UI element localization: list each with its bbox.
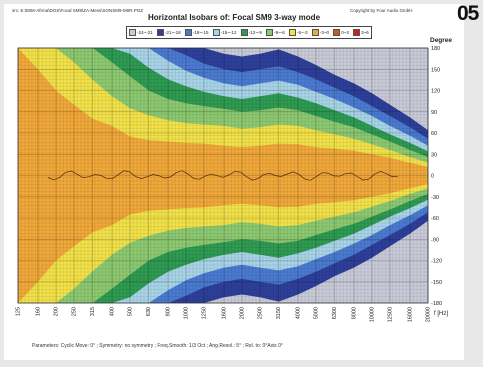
legend-swatch bbox=[129, 29, 137, 36]
y-tick-label: -30 bbox=[431, 195, 439, 201]
legend-item-9: 0~3 bbox=[333, 29, 349, 36]
y-tick-label: 0 bbox=[431, 174, 434, 180]
legend-label: 0~3 bbox=[341, 30, 349, 35]
x-tick-label: 4000 bbox=[295, 307, 301, 319]
parameters-line: Parameters: Cyclic Move: 0° ; Symmetry: … bbox=[32, 343, 283, 349]
x-tick-label: 1000 bbox=[183, 307, 189, 319]
legend-item-7: -6~-3 bbox=[288, 29, 308, 36]
page-badge: 05 bbox=[457, 2, 479, 25]
chart-title: Horizontal Isobars of: Focal SM9 3-way m… bbox=[147, 13, 321, 22]
x-tick-label: 160 bbox=[35, 307, 41, 316]
legend-swatch bbox=[157, 29, 165, 36]
x-axis-label: f [Hz] bbox=[434, 311, 448, 317]
x-tick-label: 8000 bbox=[351, 307, 357, 319]
x-tick-label: 315 bbox=[90, 307, 96, 316]
y-tick-label: -90 bbox=[431, 237, 439, 243]
y-tick-label: -120 bbox=[431, 259, 442, 265]
y-tick-label: -150 bbox=[431, 280, 442, 286]
y-axis-label: Degree bbox=[430, 37, 452, 44]
x-tick-label: 6300 bbox=[332, 307, 338, 319]
legend-label: -9~-6 bbox=[274, 30, 285, 35]
legend-label: -24~-21 bbox=[137, 30, 153, 35]
legend-item-8: -3~0 bbox=[311, 29, 329, 36]
y-tick-label: 90 bbox=[431, 110, 437, 116]
legend-label: -6~-3 bbox=[296, 30, 308, 35]
x-tick-label: 500 bbox=[127, 307, 133, 316]
legend-item-4: -15~-12 bbox=[212, 29, 237, 36]
legend-item-3: -18~-15 bbox=[184, 29, 209, 36]
y-tick-label: -60 bbox=[431, 216, 439, 222]
x-tick-label: 2500 bbox=[257, 307, 263, 319]
x-tick-label: 12500 bbox=[387, 307, 393, 322]
source-path: src: E:0808-Afrma\DOS\Focal SM9\ZA-Mess\… bbox=[12, 8, 144, 13]
x-tick-label: 3150 bbox=[276, 307, 282, 319]
legend-item-10: 3~6 bbox=[353, 29, 369, 36]
x-tick-label: 10000 bbox=[369, 307, 375, 322]
legend-swatch bbox=[333, 29, 341, 36]
legend-item-6: -9~-6 bbox=[266, 29, 285, 36]
legend-label: -3~0 bbox=[319, 30, 329, 35]
x-tick-label: 20000 bbox=[425, 307, 431, 322]
legend-swatch bbox=[240, 29, 248, 36]
x-tick-label: 125 bbox=[15, 307, 21, 316]
x-tick-label: 200 bbox=[53, 307, 59, 316]
legend-item-2: -21~-18 bbox=[157, 29, 181, 36]
center-contour-line bbox=[47, 170, 399, 181]
x-tick-label: 2000 bbox=[239, 307, 245, 319]
x-tick-label: 250 bbox=[71, 307, 77, 316]
x-tick-label: 16000 bbox=[407, 307, 413, 322]
legend-swatch bbox=[212, 29, 220, 36]
legend-label: -21~-18 bbox=[165, 30, 181, 35]
legend-label: 3~6 bbox=[361, 30, 369, 35]
x-tick-label: 1250 bbox=[201, 307, 207, 319]
chart-panel: src: E:0808-Afrma\DOS\Focal SM9\ZA-Mess\… bbox=[4, 4, 464, 360]
legend-swatch bbox=[266, 29, 274, 36]
legend-label: -18~-15 bbox=[192, 30, 209, 35]
legend-label: -15~-12 bbox=[220, 30, 237, 35]
y-tick-label: 30 bbox=[431, 152, 437, 158]
x-tick-label: 400 bbox=[109, 307, 115, 316]
isobar-region--3db bbox=[18, 48, 428, 303]
legend-label: -12~-9 bbox=[248, 30, 262, 35]
x-tick-label: 5000 bbox=[313, 307, 319, 319]
legend-swatch bbox=[184, 29, 192, 36]
plot-frame bbox=[17, 47, 429, 304]
copyright-note: Copyright by Four Audio GmbH bbox=[350, 8, 413, 13]
y-tick-label: -180 bbox=[431, 301, 442, 307]
legend: -24~-21 -21~-18 -18~-15 -15~-12 -12~-9 -… bbox=[126, 26, 372, 39]
legend-swatch bbox=[311, 29, 319, 36]
y-tick-label: 120 bbox=[431, 89, 440, 95]
y-tick-label: 180 bbox=[431, 46, 440, 52]
legend-item-5: -12~-9 bbox=[240, 29, 262, 36]
x-tick-label: 800 bbox=[165, 307, 171, 316]
legend-item-1: -24~-21 bbox=[129, 29, 153, 36]
y-tick-label: 60 bbox=[431, 131, 437, 137]
y-tick-label: 150 bbox=[431, 67, 440, 73]
legend-swatch bbox=[353, 29, 361, 36]
isobar-chart: 125 160 200 250 315 400 500 630 800 1000 1250 1600 2… bbox=[15, 37, 452, 322]
x-tick-label: 630 bbox=[146, 307, 152, 316]
legend-swatch bbox=[288, 29, 296, 36]
x-tick-label: 1600 bbox=[221, 307, 227, 319]
